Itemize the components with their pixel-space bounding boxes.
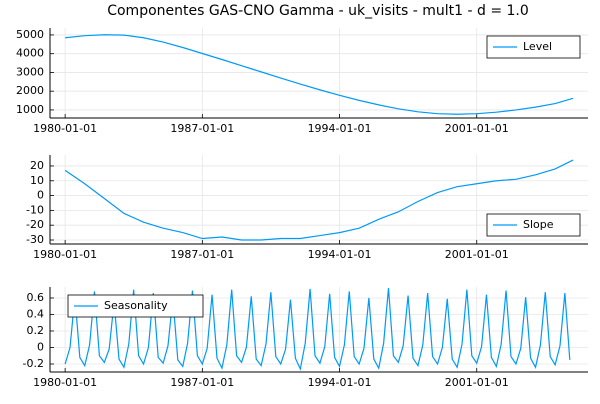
- x-tick-label: 1994-01-01: [308, 122, 372, 135]
- y-tick-label: 0.2: [27, 324, 45, 337]
- y-tick-label: 0.6: [27, 291, 45, 304]
- chart-title: Componentes GAS-CNO Gamma - uk_visits - …: [107, 3, 529, 19]
- y-tick-label: 10: [30, 174, 44, 187]
- y-tick-label: 1000: [16, 103, 44, 116]
- y-tick-label: 4000: [16, 47, 44, 60]
- y-tick-label: 20: [30, 159, 44, 172]
- y-tick-label: -30: [26, 233, 44, 246]
- x-tick-label: 1994-01-01: [308, 376, 372, 389]
- x-tick-label: 1980-01-01: [33, 376, 97, 389]
- x-tick-label: 2001-01-01: [445, 376, 509, 389]
- y-tick-label: -20: [26, 218, 44, 231]
- y-tick-label: 2000: [16, 84, 44, 97]
- legend-label: Slope: [523, 218, 554, 231]
- x-tick-label: 2001-01-01: [445, 122, 509, 135]
- y-tick-label: -10: [26, 203, 44, 216]
- y-tick-label: 5000: [16, 28, 44, 41]
- x-tick-label: 1987-01-01: [170, 376, 234, 389]
- x-tick-label: 1980-01-01: [33, 248, 97, 261]
- legend-label: Level: [523, 40, 552, 53]
- x-tick-label: 1980-01-01: [33, 122, 97, 135]
- legend-box: [67, 294, 204, 318]
- series-line: [64, 159, 574, 241]
- legend-label: Seasonality: [104, 299, 168, 312]
- y-tick-label: -0.2: [23, 357, 44, 370]
- legend-box: [486, 213, 581, 237]
- legend-box: [486, 35, 581, 59]
- series-line: [65, 34, 574, 115]
- x-tick-label: 2001-01-01: [445, 248, 509, 261]
- y-tick-label: 0: [37, 340, 44, 353]
- series-line: [64, 288, 571, 371]
- y-tick-label: 0.4: [27, 307, 45, 320]
- y-tick-label: 0: [37, 189, 44, 202]
- x-tick-label: 1987-01-01: [170, 248, 234, 261]
- x-tick-label: 1994-01-01: [308, 248, 372, 261]
- x-tick-label: 1987-01-01: [170, 122, 234, 135]
- y-tick-label: 3000: [16, 65, 44, 78]
